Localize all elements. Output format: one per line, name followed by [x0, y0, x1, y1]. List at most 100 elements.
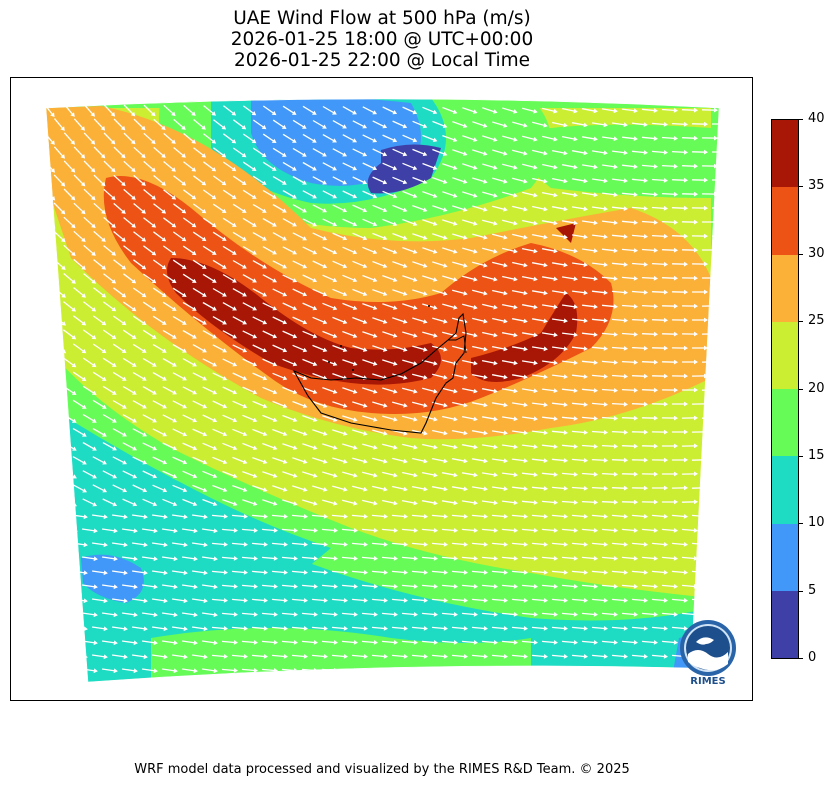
wind-arrow-head: [191, 278, 197, 283]
wind-arrow-head: [543, 430, 548, 435]
wind-arrow-head: [653, 220, 658, 225]
wind-arrow-head: [473, 500, 478, 506]
wind-arrow: [342, 134, 356, 142]
wind-arrow: [312, 457, 326, 463]
wind-arrow-head: [251, 138, 257, 144]
wind-arrow-head: [513, 304, 518, 310]
wind-arrow-head: [203, 626, 208, 632]
wind-arrow: [332, 120, 346, 128]
wind-arrow: [442, 219, 456, 225]
wind-arrow-head: [283, 542, 288, 547]
wind-arrow-head: [383, 486, 388, 492]
wind-arrow-head: [623, 626, 628, 631]
wind-arrow: [302, 105, 316, 115]
wind-arrow: [192, 542, 206, 546]
wind-arrow: [461, 556, 477, 560]
wind-arrow-head: [352, 249, 358, 255]
wind-arrow: [522, 191, 536, 197]
wind-arrow-head: [353, 445, 358, 450]
wind-arrow: [522, 444, 536, 448]
wind-arrow-head: [103, 542, 108, 548]
wind-arrow: [132, 287, 146, 297]
wind-arrow-head: [613, 304, 618, 309]
wind-arrow-head: [664, 457, 668, 463]
wind-arrow: [46, 469, 56, 479]
wind-arrow: [261, 528, 277, 532]
wind-arrow-head: [523, 542, 528, 547]
wind-arrow-head: [483, 542, 488, 547]
wind-arrow: [52, 542, 66, 546]
wind-arrow: [442, 247, 456, 253]
wind-arrow-head: [583, 374, 588, 379]
wind-arrow-head: [583, 430, 588, 435]
wind-arrow: [402, 387, 416, 393]
wind-arrow: [621, 668, 637, 672]
wind-arrow: [153, 203, 165, 213]
wind-arrow-head: [201, 208, 207, 214]
wind-arrow-head: [62, 432, 67, 437]
wind-arrow-head: [633, 220, 638, 225]
wind-arrow-head: [623, 457, 628, 463]
wind-arrow-head: [613, 164, 618, 170]
wind-arrow-head: [453, 444, 458, 450]
wind-arrow: [192, 372, 206, 380]
wind-arrow: [382, 415, 396, 421]
wind-arrow: [292, 204, 306, 212]
wind-arrow-head: [453, 193, 458, 198]
wind-arrow: [202, 528, 216, 532]
wind-arrow-head: [593, 471, 598, 477]
wind-arrow-head: [313, 501, 318, 506]
wind-arrow: [113, 118, 125, 130]
wind-arrow: [153, 175, 165, 185]
wind-arrow: [531, 233, 547, 239]
wind-arrow: [193, 175, 205, 185]
wind-arrow: [441, 556, 457, 560]
colorbar-segment: [772, 590, 798, 658]
wind-arrow: [571, 178, 587, 182]
wind-arrow: [122, 414, 136, 422]
wind-arrow-head: [252, 417, 258, 423]
wind-arrow-head: [573, 192, 578, 198]
wind-arrow-head: [100, 126, 106, 131]
wind-arrow-head: [693, 499, 698, 505]
wind-arrow-head: [342, 152, 347, 157]
wind-arrow: [491, 345, 507, 351]
wind-arrow: [62, 498, 76, 506]
wind-arrow: [491, 626, 507, 630]
wind-arrow-head: [442, 151, 448, 156]
wind-arrow-head: [583, 290, 588, 296]
wind-arrow-head: [633, 668, 638, 673]
wind-arrow-head: [242, 264, 247, 269]
wind-arrow: [142, 442, 156, 450]
wind-arrow: [162, 612, 176, 616]
wind-arrow-head: [242, 403, 248, 409]
wind-arrow-head: [714, 275, 718, 281]
wind-arrow-head: [533, 528, 538, 533]
wind-arrow: [472, 233, 486, 239]
wind-arrow: [222, 273, 236, 283]
wind-arrow-head: [143, 542, 148, 548]
wind-arrow-head: [503, 626, 508, 631]
wind-arrow-head: [263, 542, 268, 547]
wind-arrow: [92, 626, 106, 630]
wind-arrow-head: [453, 416, 458, 422]
wind-arrow: [591, 626, 607, 630]
wind-arrow: [102, 498, 116, 506]
wind-arrow-head: [53, 528, 58, 534]
wind-arrow: [481, 416, 497, 420]
wind-arrow: [542, 135, 556, 141]
wind-arrow-head: [151, 334, 157, 339]
wind-arrow-head: [282, 264, 287, 269]
wind-arrow-head: [443, 458, 448, 464]
wind-arrow: [371, 598, 387, 602]
wind-arrow-head: [61, 404, 67, 409]
wind-arrow: [502, 191, 516, 197]
wind-arrow: [531, 542, 547, 546]
wind-arrow-head: [183, 654, 188, 660]
wind-arrow: [621, 304, 637, 308]
wind-arrow: [412, 261, 426, 267]
wind-arrow-head: [272, 250, 277, 255]
wind-arrow-head: [81, 376, 87, 382]
wind-arrow: [272, 344, 286, 352]
wind-arrow: [73, 174, 85, 186]
